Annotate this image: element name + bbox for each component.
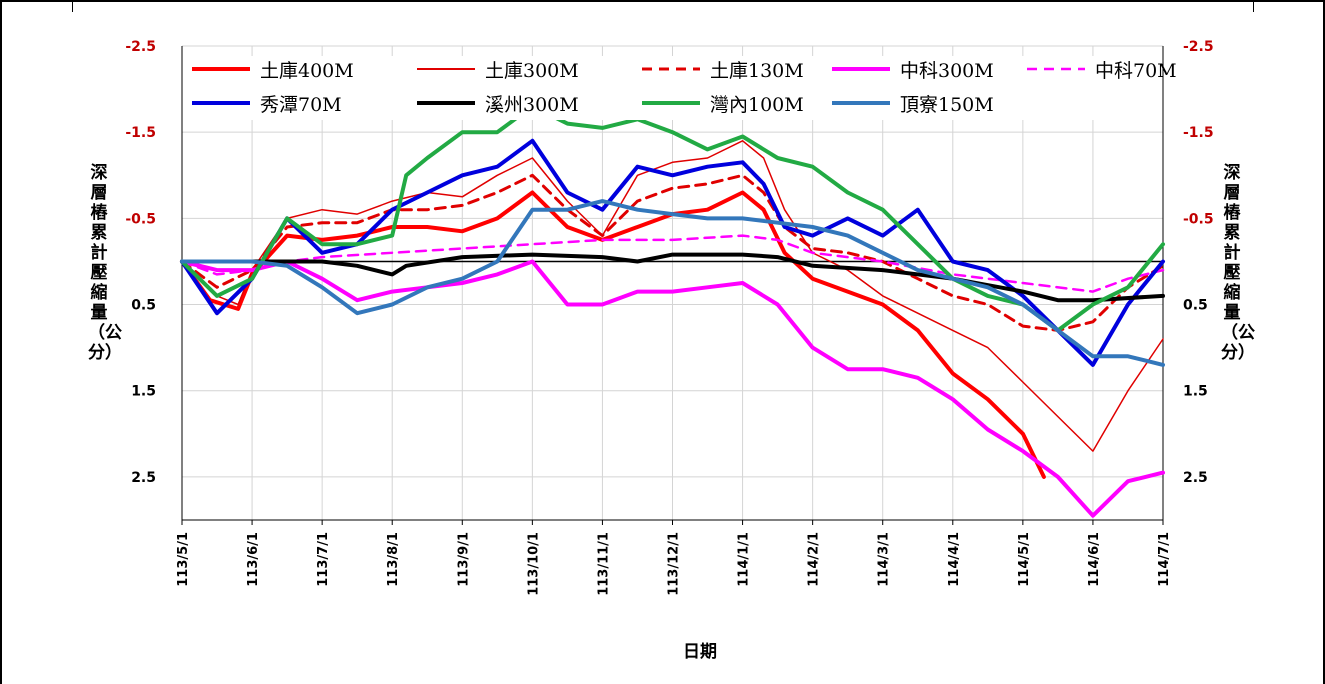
y-tick-label-right: 2.5: [1183, 470, 1208, 486]
series-line-灣內100M: [180, 104, 1165, 333]
legend-label: 中科300M: [900, 59, 994, 82]
series-line-土庫130M: [180, 173, 1165, 332]
frame-border-left: [0, 0, 2, 684]
legend-item: 秀潭70M: [190, 90, 342, 116]
x-tick-label: 114/6/1: [1087, 532, 1102, 587]
legend-label: 中科70M: [1095, 59, 1177, 82]
y-tick-label-left: -1.5: [125, 125, 156, 141]
legend-swatch: [415, 63, 477, 75]
x-tick-label: 113/8/1: [386, 532, 401, 587]
y-axis-label-left: 深層樁累計壓縮量（公分）: [88, 163, 122, 363]
x-tick-label: 113/9/1: [456, 532, 471, 587]
y-tick-label-right: -0.5: [1183, 211, 1214, 227]
legend-label: 土庫400M: [260, 59, 354, 82]
legend-swatch: [830, 63, 892, 75]
x-tick-label: 114/2/1: [807, 532, 822, 587]
legend-label: 秀潭70M: [260, 93, 342, 116]
x-tick-label: 114/4/1: [947, 532, 962, 587]
legend-item: 土庫400M: [190, 56, 354, 82]
frame-stub-right: [1253, 0, 1254, 12]
legend-item: 溪州300M: [415, 90, 579, 116]
x-tick-label: 114/5/1: [1017, 532, 1032, 587]
legend-item: 土庫130M: [640, 56, 804, 82]
y-tick-label-left: 2.5: [131, 470, 156, 486]
legend-swatch: [640, 63, 702, 75]
frame-border-top: [0, 0, 1325, 2]
y-tick-label-right: 1.5: [1183, 384, 1208, 400]
series-line-土庫300M: [181, 140, 1164, 452]
legend-item: 頂寮150M: [830, 90, 994, 116]
x-tick-label: 114/1/1: [737, 532, 752, 587]
y-tick-label-left: 1.5: [131, 384, 156, 400]
x-tick-label: 113/12/1: [667, 532, 682, 596]
y-tick-label-right: -1.5: [1183, 125, 1214, 141]
legend-label: 灣內100M: [710, 93, 804, 116]
x-tick-label: 114/7/1: [1157, 532, 1172, 587]
legend-label: 頂寮150M: [900, 93, 994, 116]
x-tick-label: 113/11/1: [596, 532, 611, 596]
legend-swatch: [830, 97, 892, 109]
legend-swatch: [640, 97, 702, 109]
series-line-溪州300M: [180, 252, 1165, 303]
y-tick-label-left: 0.5: [131, 298, 156, 314]
legend-swatch: [415, 97, 477, 109]
legend-item: 中科70M: [1025, 56, 1177, 82]
x-axis-label: 日期: [683, 642, 717, 662]
frame-stub-left: [72, 0, 73, 12]
x-tick-label: 114/3/1: [877, 532, 892, 587]
y-axis-label-right: 深層樁累計壓縮量（公分）: [1221, 163, 1255, 363]
legend-item: 中科300M: [830, 56, 994, 82]
legend-label: 溪州300M: [485, 93, 579, 116]
series-line-頂寮150M: [180, 199, 1165, 367]
y-tick-label-right: -2.5: [1183, 39, 1214, 55]
legend-swatch: [190, 97, 252, 109]
chart-legend: 土庫400M 土庫300M 土庫130M 中科300M 中科70M 秀潭70M 溪州300M…: [190, 56, 1177, 120]
legend-label: 土庫130M: [710, 59, 804, 82]
x-tick-label: 113/10/1: [526, 532, 541, 596]
legend-label: 土庫300M: [485, 59, 579, 82]
y-tick-label-left: -2.5: [125, 39, 156, 55]
x-tick-label: 113/6/1: [246, 532, 261, 587]
legend-swatch: [190, 63, 252, 75]
y-tick-label-left: -0.5: [125, 211, 156, 227]
x-tick-label: 113/7/1: [316, 532, 331, 587]
legend-item: 灣內100M: [640, 90, 804, 116]
legend-item: 土庫300M: [415, 56, 579, 82]
legend-swatch: [1025, 63, 1087, 75]
y-tick-label-right: 0.5: [1183, 298, 1208, 314]
series-line-中科300M: [180, 259, 1165, 518]
frame-border-right: [1323, 0, 1325, 684]
x-tick-label: 113/5/1: [176, 532, 191, 587]
